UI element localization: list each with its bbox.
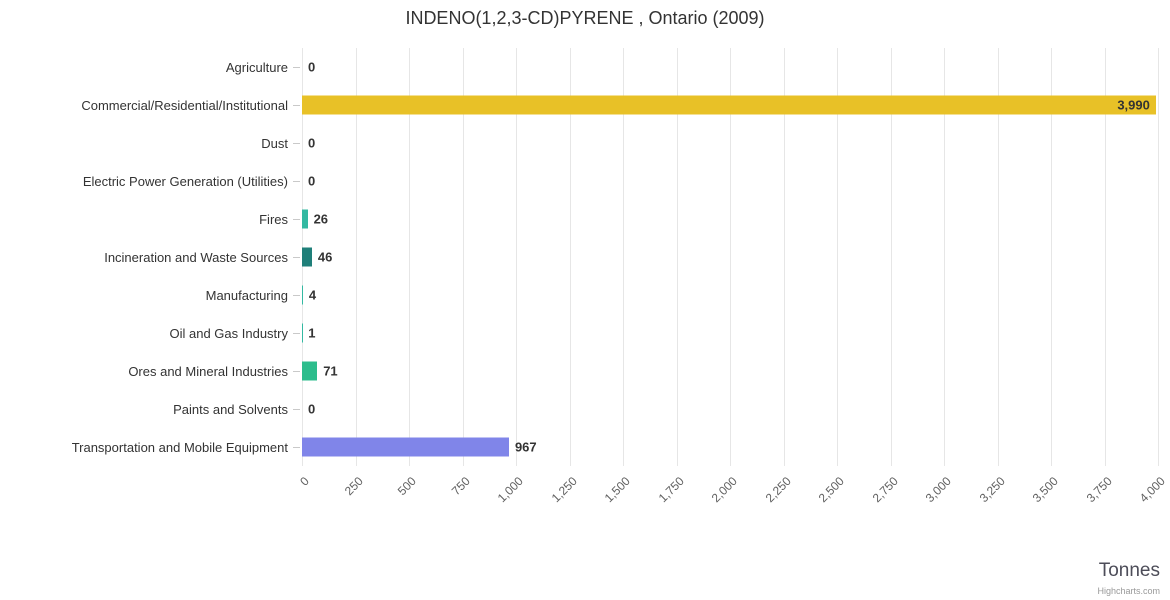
- gridline: [676, 48, 678, 466]
- x-axis-labels: 0 250 500 750 1,000 1,250 1,500 1,750 2,000 2,250…: [297, 466, 1168, 540]
- bar-row: 1: [302, 314, 1158, 352]
- category-axis: Agriculture Commercial/Residential/Instit…: [0, 48, 302, 466]
- gridline: [783, 48, 785, 466]
- category-label: Transportation and Mobile Equipment: [0, 428, 302, 466]
- category-tick: [293, 67, 300, 68]
- category-label-text: Oil and Gas Industry: [169, 325, 289, 341]
- gridline: [730, 48, 731, 466]
- bar-value-label: 4: [308, 287, 317, 303]
- bar-value-label: 0: [308, 401, 316, 417]
- bar-value-label: 1: [308, 325, 316, 341]
- bar[interactable]: [302, 437, 509, 457]
- highcharts-credit[interactable]: Highcharts.com: [1097, 586, 1160, 596]
- category-label: Manufacturing: [0, 276, 302, 314]
- category-tick: [293, 295, 300, 296]
- bar[interactable]: [302, 361, 318, 381]
- gridline: [516, 48, 517, 466]
- bar-row: 0: [302, 162, 1158, 200]
- bar[interactable]: [302, 95, 1156, 115]
- category-label: Fires: [0, 200, 302, 238]
- category-tick: [293, 371, 300, 372]
- category-label-text: Transportation and Mobile Equipment: [71, 439, 288, 455]
- gridline: [462, 48, 464, 466]
- bar-value-label: 26: [313, 211, 329, 227]
- bar-row: 0: [302, 48, 1158, 86]
- bar[interactable]: [302, 285, 303, 305]
- bar-row: 26: [302, 200, 1158, 238]
- gridline: [1104, 48, 1106, 466]
- bar-row: 71: [302, 352, 1158, 390]
- gridlines: [302, 48, 1159, 466]
- category-label: Dust: [0, 124, 302, 162]
- category-label: Oil and Gas Industry: [0, 314, 302, 352]
- category-label: Electric Power Generation (Utilities): [0, 162, 302, 200]
- category-label: Agriculture: [0, 48, 302, 86]
- gridline: [837, 48, 838, 466]
- bar-value-label: 0: [308, 135, 316, 151]
- category-label-text: Dust: [261, 135, 288, 151]
- gridline: [997, 48, 999, 466]
- bar-value-label: 0: [308, 173, 316, 189]
- category-label-text: Paints and Solvents: [173, 401, 288, 417]
- gridline: [944, 48, 945, 466]
- bar-value-label: 71: [323, 363, 338, 379]
- bar-row: 3,990: [302, 86, 1158, 124]
- bar-row: 46: [302, 238, 1158, 276]
- bar-value-label: 3,990: [1117, 97, 1150, 113]
- gridline: [1051, 48, 1052, 466]
- bar-value-label: 46: [317, 249, 333, 265]
- gridline: [1158, 48, 1159, 466]
- plot-area: 0 3,990 0 0 26 46 4 1 71 0 967: [302, 48, 1159, 466]
- category-label: Paints and Solvents: [0, 390, 302, 428]
- category-label: Incineration and Waste Sources: [0, 238, 302, 276]
- category-tick: [293, 447, 300, 448]
- chart-title: INDENO(1,2,3-CD)PYRENE , Ontario (2009): [405, 8, 765, 28]
- category-label-text: Manufacturing: [205, 287, 288, 303]
- category-tick: [293, 219, 300, 220]
- gridline: [623, 48, 624, 466]
- category-label-text: Fires: [259, 211, 288, 227]
- category-label: Commercial/Residential/Institutional: [0, 86, 302, 124]
- category-label: Ores and Mineral Industries: [0, 352, 302, 390]
- category-tick: [293, 105, 300, 106]
- category-tick: [293, 181, 300, 182]
- bar-value-label: 0: [308, 59, 316, 75]
- category-label-text: Electric Power Generation (Utilities): [82, 173, 288, 189]
- category-tick: [293, 333, 300, 334]
- category-label-text: Agriculture: [225, 59, 288, 75]
- bar[interactable]: [302, 247, 312, 267]
- category-label-text: Ores and Mineral Industries: [128, 363, 288, 379]
- bar[interactable]: [302, 209, 308, 229]
- bar-row: 0: [302, 390, 1158, 428]
- category-label-text: Commercial/Residential/Institutional: [81, 97, 288, 113]
- bar-row: 967: [302, 428, 1158, 466]
- category-tick: [293, 143, 300, 144]
- gridline: [409, 48, 410, 466]
- gridline: [569, 48, 571, 466]
- bar-value-label: 967: [514, 439, 537, 455]
- x-axis-title: Tonnes: [1098, 560, 1160, 581]
- bar-row: 0: [302, 124, 1158, 162]
- category-tick: [293, 409, 300, 410]
- gridline: [890, 48, 892, 466]
- category-tick: [293, 257, 300, 258]
- category-label-text: Incineration and Waste Sources: [104, 249, 288, 265]
- plot-rows: 0 3,990 0 0 26 46 4 1 71 0 967: [302, 48, 1158, 466]
- bar-row: 4: [302, 276, 1158, 314]
- gridline: [355, 48, 357, 466]
